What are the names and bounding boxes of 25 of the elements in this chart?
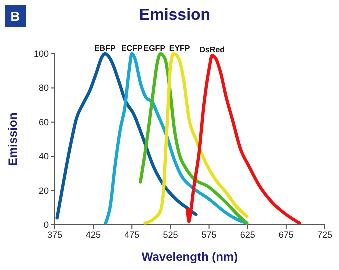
y-tick-label: 100 — [34, 49, 49, 59]
x-tick-label: 725 — [317, 230, 333, 240]
x-tick-label: 375 — [47, 230, 63, 240]
chart-title: Emission — [139, 7, 211, 24]
series-label: EYFP — [169, 44, 191, 53]
y-tick-label: 60 — [38, 117, 49, 128]
x-tick-label: 525 — [163, 230, 178, 240]
x-tick-label: 675 — [278, 230, 294, 240]
x-tick-label: 425 — [86, 230, 102, 240]
series-label: ECFP — [121, 44, 144, 53]
line-series — [56, 52, 198, 220]
y-axis-title: Emission — [6, 112, 20, 166]
line-series — [186, 54, 302, 225]
y-tick-label: 20 — [38, 186, 49, 196]
text: B — [10, 9, 20, 24]
x-tick-label: 475 — [124, 230, 140, 240]
y-tick-label: 80 — [38, 83, 49, 94]
series-label: DsRed — [200, 46, 226, 55]
y-tick-label: 40 — [38, 152, 49, 162]
x-axis-title: Wavelength (nm) — [142, 250, 238, 264]
x-tick-label: 575 — [202, 230, 217, 240]
series-label: EGFP — [144, 44, 166, 53]
x-tick-label: 625 — [240, 230, 256, 240]
y-tick-label: 0 — [44, 220, 49, 230]
series-label: EBFP — [94, 44, 116, 53]
